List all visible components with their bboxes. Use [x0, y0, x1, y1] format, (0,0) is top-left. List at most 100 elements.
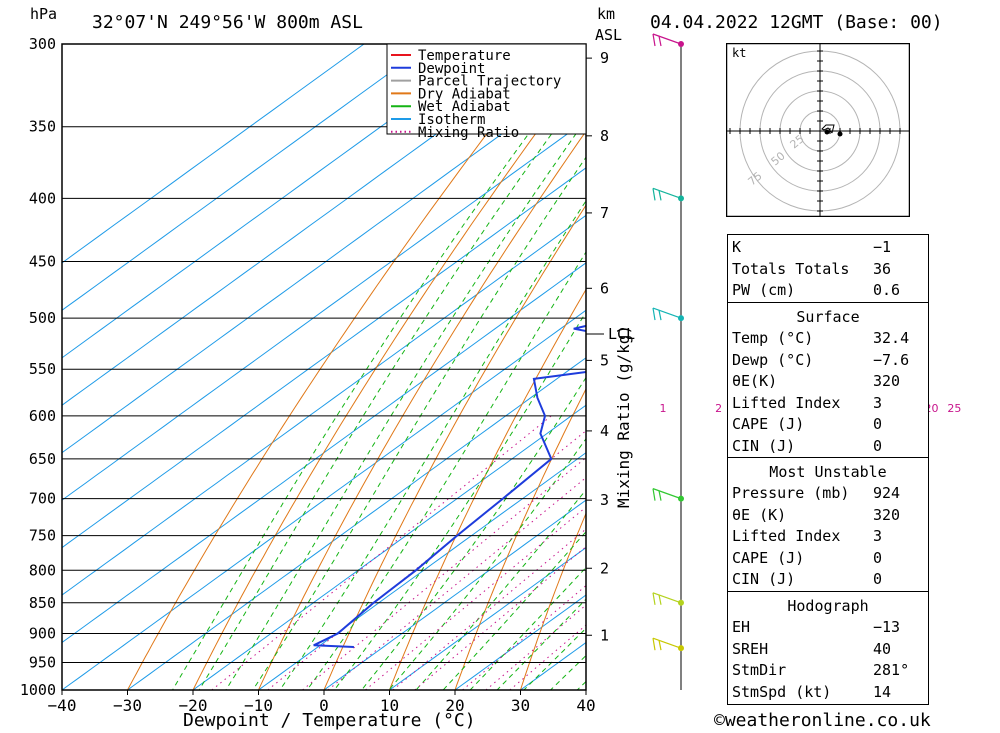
wind-barb-shaft	[652, 33, 682, 45]
legend-entry: Dry Adiabat	[418, 86, 511, 102]
index-value: 0	[873, 548, 883, 567]
pressure-tick-label: 350	[29, 118, 56, 136]
most-unstable-panel: Most Unstable Pressure (mb) 924 θE (K) 320 Li…	[727, 457, 929, 593]
legend-box	[386, 43, 587, 135]
pressure-tick-label: 950	[29, 653, 56, 671]
index-label: Totals Totals	[732, 259, 850, 278]
hodograph-indices-panel: Hodograph EH −13 SREH 40 StmDir 281° StmSpd (kt…	[727, 591, 929, 705]
wet-adiabat-line	[442, 530, 586, 690]
height-tick-label: 7	[600, 204, 609, 222]
wet-adiabat-line	[469, 566, 586, 690]
index-label: Temp (°C)	[732, 329, 814, 347]
height-tick-label: 3	[600, 491, 609, 509]
height-tick-label: 8	[600, 127, 609, 145]
x-tick-label: 0	[319, 696, 329, 715]
pressure-tick-label: 650	[29, 450, 56, 468]
index-value: −13	[873, 618, 901, 636]
wind-barb-flag	[658, 35, 662, 47]
lcl-label: LCL	[608, 325, 636, 343]
height-tick-label: 1	[600, 626, 609, 644]
wind-barb	[652, 307, 684, 322]
pressure-tick-label: 800	[29, 561, 56, 579]
index-value: 320	[873, 372, 901, 390]
wind-barb-flag	[652, 188, 656, 201]
pressure-tick-label: 400	[29, 189, 56, 207]
pressure-tick-label: 300	[29, 35, 56, 53]
mixing-ratio-line	[365, 506, 586, 690]
surface-panel: Surface Temp (°C) 32.4 Dewp (°C) −7.6 θE(K) 32…	[727, 302, 929, 459]
index-value: 40	[873, 639, 892, 658]
mixing-ratio-axis-label: Mixing Ratio (g/kg)	[614, 324, 633, 508]
index-label: PW (cm)	[732, 281, 796, 299]
index-label: CAPE (J)	[732, 548, 805, 567]
surface-panel-title: Surface	[796, 308, 860, 326]
dry-adiabat-line	[519, 512, 586, 690]
wet-adiabat-line	[523, 627, 586, 690]
wind-barb-flag	[652, 307, 656, 321]
wind-barb	[652, 33, 684, 47]
location-title: 32°07'N 249°56'W 800m ASL	[92, 12, 363, 33]
index-value: 3	[873, 393, 883, 412]
index-value: 0	[873, 436, 883, 455]
wind-barb-flag	[652, 592, 656, 605]
index-label: θE (K)	[732, 505, 787, 524]
index-label: CIN (J)	[732, 570, 796, 588]
index-value: 32.4	[873, 329, 910, 347]
wind-barb-flag	[652, 638, 656, 651]
most-unstable-panel-title: Most Unstable	[769, 463, 887, 481]
isotherm-line	[519, 641, 586, 690]
wind-barb	[652, 187, 684, 202]
wind-barb-flag	[652, 33, 656, 47]
indices-top-panel: K −1 Totals Totals 36 PW (cm) 0.6	[727, 234, 929, 304]
wind-barb-shaft	[652, 187, 682, 199]
pressure-tick-label: 500	[29, 309, 56, 327]
height-tick-label: 5	[600, 351, 609, 369]
mixing-ratio-label: 25	[947, 402, 961, 415]
wind-barb-flag	[658, 640, 662, 651]
pressure-tick-label: 550	[29, 360, 56, 378]
index-label: Lifted Index	[732, 527, 841, 545]
wind-barb-shaft	[652, 488, 682, 500]
height-unit-label-asl: ASL	[595, 26, 623, 44]
isotherm-line	[62, 44, 562, 406]
x-tick-label: 30	[511, 696, 530, 715]
storm-motion-marker	[837, 131, 843, 137]
wind-barb	[652, 488, 684, 502]
wind-barb-shaft	[652, 592, 682, 604]
x-tick-label: −30	[113, 696, 142, 715]
legend-entry: Isotherm	[418, 112, 485, 128]
x-axis-label: Dewpoint / Temperature (°C)	[183, 710, 476, 731]
isotherm-line	[323, 499, 586, 690]
index-label: EH	[732, 618, 751, 636]
hodograph-unit-label: kt	[732, 46, 747, 60]
x-tick-label: −20	[179, 696, 208, 715]
mixing-ratio-label: 2	[715, 402, 722, 415]
wind-barb-shaft	[652, 637, 682, 649]
wet-adiabat-line	[496, 598, 586, 690]
isotherm-line	[62, 44, 365, 264]
mixing-ratio-line	[392, 528, 586, 690]
hodograph-indices-panel-title: Hodograph	[787, 597, 869, 615]
index-label: StmSpd (kt)	[732, 682, 832, 701]
index-value: −7.6	[873, 350, 910, 369]
isotherm-line	[454, 594, 586, 690]
wind-barb-flag	[658, 594, 662, 605]
index-label: SREH	[732, 639, 769, 658]
index-label: CIN (J)	[732, 436, 796, 455]
datetime-title: 04.04.2022 12GMT (Base: 00)	[650, 12, 943, 33]
x-tick-label: −10	[244, 696, 273, 715]
index-value: 3	[873, 527, 883, 545]
height-tick-label: 2	[600, 559, 609, 577]
pressure-unit-label: hPa	[30, 5, 58, 23]
hodograph-trace	[821, 124, 835, 134]
wind-barb-flag	[658, 490, 662, 501]
height-tick-label: 4	[600, 422, 609, 440]
legend-entry: Dewpoint	[418, 61, 485, 77]
x-tick-label: 10	[380, 696, 399, 715]
x-tick-label: 40	[576, 696, 595, 715]
index-label: Dewp (°C)	[732, 350, 814, 369]
isotherm-line	[62, 44, 431, 311]
wind-barb	[652, 637, 684, 652]
index-value: 0	[873, 415, 883, 433]
